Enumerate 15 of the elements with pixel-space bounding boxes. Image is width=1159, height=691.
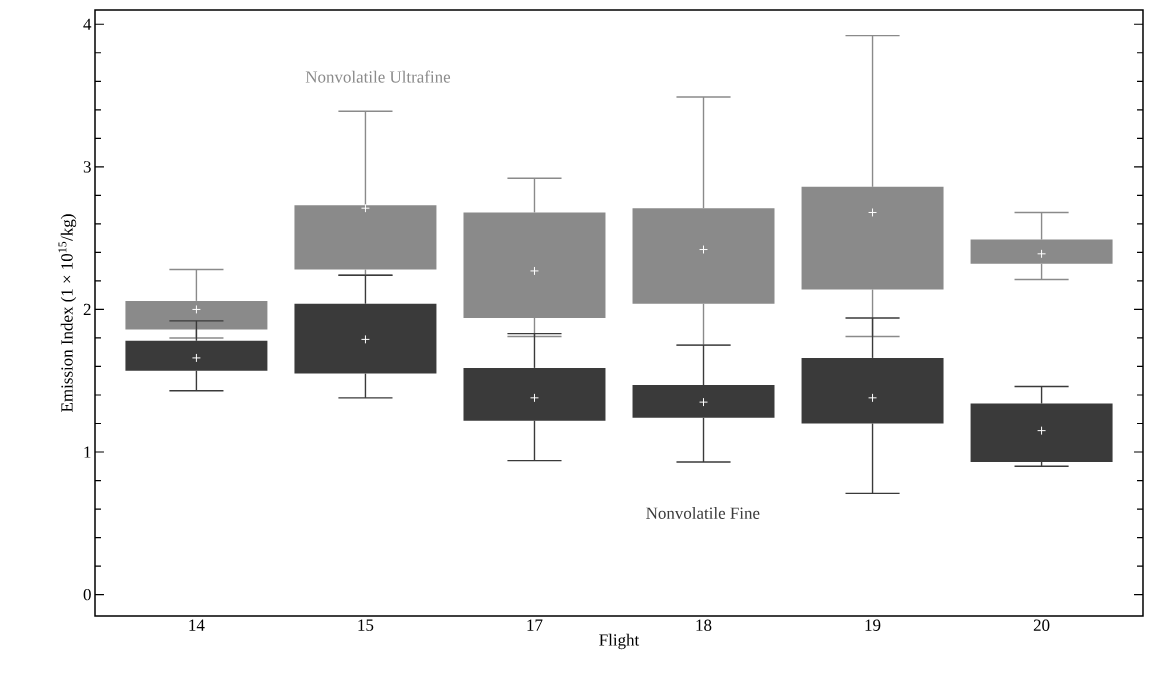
y-tick-label: 0 (83, 588, 91, 601)
x-tick-label: 20 (1033, 619, 1050, 631)
y-tick-label: 1 (84, 446, 91, 458)
x-axis-title: Flight (599, 633, 640, 650)
y-tick-label: 3 (83, 161, 91, 173)
x-tick-label: 19 (865, 619, 881, 631)
y-tick-label: 4 (83, 18, 92, 30)
x-tick-label: 15 (358, 619, 374, 631)
text: Nonvolatile Fine (646, 507, 760, 519)
y-tick-label: 2 (83, 303, 91, 316)
text: Nonvolatile Ultrafine (305, 70, 451, 83)
x-tick-label: 17 (527, 619, 543, 631)
y-axis-title: Emission Index (1 × 10$^{15}$/kg) (58, 214, 77, 412)
x-tick-label: 18 (696, 619, 712, 631)
x-tick-label: 14 (189, 619, 205, 631)
